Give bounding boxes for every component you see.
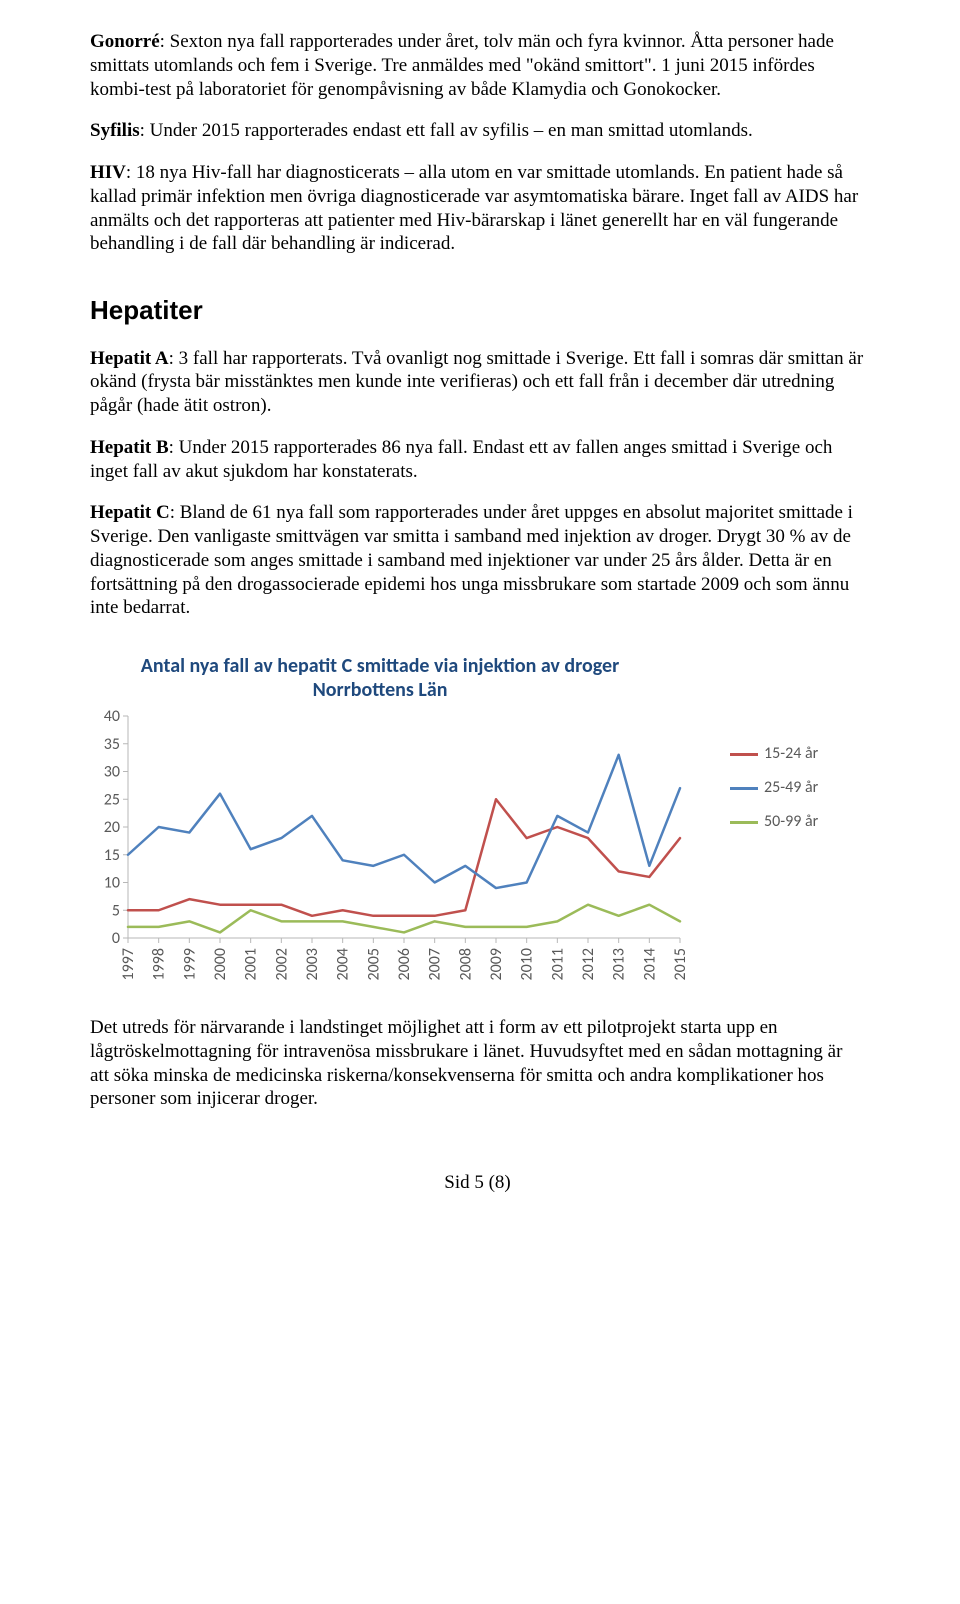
syfilis-label: Syfilis bbox=[90, 120, 140, 141]
svg-text:5: 5 bbox=[112, 901, 120, 920]
svg-text:15: 15 bbox=[104, 846, 120, 865]
chart-title-line2: Norrbottens Län bbox=[313, 678, 448, 702]
svg-text:2000: 2000 bbox=[211, 948, 230, 980]
legend-label-2: 50-99 år bbox=[764, 812, 818, 832]
paragraph-gonorre: Gonorré: Sexton nya fall rapporterades u… bbox=[90, 30, 865, 101]
chart-title-line1: Antal nya fall av hepatit C smittade via… bbox=[141, 654, 619, 678]
legend-label-1: 25-49 år bbox=[764, 778, 818, 798]
svg-text:2009: 2009 bbox=[487, 948, 506, 980]
svg-text:40: 40 bbox=[104, 708, 120, 726]
chart-svg: 0 5 10 15 20 25 30 35 40 1997 1998 1999 2000 2001 2002… bbox=[90, 708, 720, 998]
legend-item-1: 25-49 år bbox=[730, 778, 818, 798]
svg-text:2005: 2005 bbox=[364, 948, 383, 980]
svg-text:2002: 2002 bbox=[272, 948, 291, 980]
svg-text:30: 30 bbox=[104, 763, 120, 782]
gonorre-label: Gonorré bbox=[90, 31, 160, 52]
paragraph-hepatit-b: Hepatit B: Under 2015 rapporterades 86 n… bbox=[90, 436, 865, 484]
heading-hepatiter: Hepatiter bbox=[90, 294, 865, 327]
svg-text:2011: 2011 bbox=[548, 948, 567, 980]
svg-text:2001: 2001 bbox=[242, 948, 261, 980]
hepa-label: Hepatit A bbox=[90, 348, 169, 369]
chart-legend: 15-24 år 25-49 år 50-99 år bbox=[730, 744, 818, 846]
paragraph-hepatit-a: Hepatit A: 3 fall har rapporterats. Två … bbox=[90, 347, 865, 418]
legend-item-2: 50-99 år bbox=[730, 812, 818, 832]
svg-text:1999: 1999 bbox=[180, 948, 199, 980]
svg-text:2010: 2010 bbox=[518, 948, 537, 980]
svg-text:2004: 2004 bbox=[334, 948, 353, 980]
hiv-label: HIV bbox=[90, 162, 126, 183]
svg-text:20: 20 bbox=[104, 818, 120, 837]
svg-text:2015: 2015 bbox=[671, 948, 690, 980]
svg-text:2006: 2006 bbox=[395, 948, 414, 980]
chart-title: Antal nya fall av hepatit C smittade via… bbox=[90, 654, 670, 702]
chart-plot-area: 0 5 10 15 20 25 30 35 40 1997 1998 1999 2000 2001 2002… bbox=[90, 708, 720, 998]
hepc-chart: Antal nya fall av hepatit C smittade via… bbox=[90, 654, 865, 998]
hepc-label: Hepatit C bbox=[90, 502, 170, 523]
svg-text:2013: 2013 bbox=[610, 948, 629, 980]
paragraph-hepatit-c: Hepatit C: Bland de 61 nya fall som rapp… bbox=[90, 501, 865, 620]
legend-swatch-2 bbox=[730, 821, 758, 824]
legend-swatch-1 bbox=[730, 787, 758, 790]
hepa-text: : 3 fall har rapporterats. Två ovanligt … bbox=[90, 348, 863, 417]
legend-label-0: 15-24 år bbox=[764, 744, 818, 764]
svg-text:2007: 2007 bbox=[426, 948, 445, 980]
svg-text:2014: 2014 bbox=[640, 948, 659, 980]
paragraph-syfilis: Syfilis: Under 2015 rapporterades endast… bbox=[90, 119, 865, 143]
svg-text:25: 25 bbox=[104, 790, 120, 809]
svg-text:0: 0 bbox=[112, 929, 120, 948]
page-footer: Sid 5 (8) bbox=[90, 1171, 865, 1195]
svg-text:2008: 2008 bbox=[456, 948, 475, 980]
svg-text:35: 35 bbox=[104, 735, 120, 754]
paragraph-after-chart: Det utreds för närvarande i landstinget … bbox=[90, 1016, 865, 1111]
svg-text:2003: 2003 bbox=[303, 948, 322, 980]
svg-text:1997: 1997 bbox=[119, 948, 138, 980]
hepc-text: : Bland de 61 nya fall som rapporterades… bbox=[90, 502, 853, 618]
svg-text:10: 10 bbox=[104, 874, 120, 893]
svg-text:2012: 2012 bbox=[579, 948, 598, 980]
hepb-text: : Under 2015 rapporterades 86 nya fall. … bbox=[90, 437, 832, 482]
paragraph-hiv: HIV: 18 nya Hiv-fall har diagnosticerats… bbox=[90, 161, 865, 256]
hepb-label: Hepatit B bbox=[90, 437, 169, 458]
gonorre-text: : Sexton nya fall rapporterades under år… bbox=[90, 31, 834, 100]
legend-item-0: 15-24 år bbox=[730, 744, 818, 764]
legend-swatch-0 bbox=[730, 753, 758, 756]
svg-text:1998: 1998 bbox=[150, 948, 169, 980]
syfilis-text: : Under 2015 rapporterades endast ett fa… bbox=[140, 120, 753, 141]
hiv-text: : 18 nya Hiv-fall har diagnosticerats – … bbox=[90, 162, 858, 254]
